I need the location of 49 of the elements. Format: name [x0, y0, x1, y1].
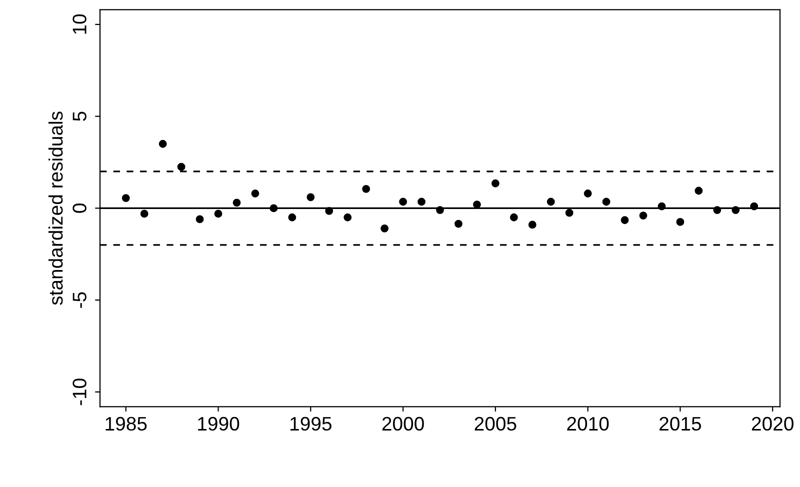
- point: [122, 194, 130, 202]
- y-axis-title: standardized residuals: [48, 112, 63, 305]
- y-tick-label: 0: [72, 204, 86, 213]
- point: [639, 212, 648, 220]
- point: [232, 198, 241, 207]
- point: [288, 213, 296, 222]
- x-tick-label: 2000: [382, 416, 424, 431]
- x-tick-label: 2010: [567, 416, 609, 431]
- point: [362, 184, 370, 193]
- point: [732, 206, 740, 214]
- point: [454, 220, 462, 228]
- point: [676, 218, 684, 226]
- point: [344, 213, 352, 222]
- x-tick-label: 2015: [660, 416, 702, 431]
- y-tick-label: 10: [72, 14, 86, 34]
- y-tick-label: 5: [72, 112, 86, 121]
- x-tick-label: 1985: [106, 416, 147, 431]
- point: [325, 206, 334, 215]
- point: [140, 210, 148, 218]
- point: [510, 213, 518, 222]
- y-tick-label: -10: [72, 378, 86, 406]
- point: [565, 208, 574, 217]
- point: [177, 162, 186, 171]
- x-tick-label: 1990: [198, 416, 240, 431]
- point: [380, 224, 389, 232]
- point: [713, 206, 722, 214]
- point: [584, 190, 592, 198]
- point: [491, 179, 500, 188]
- x-tick-label: 2020: [752, 416, 794, 431]
- x-tick-label: 1995: [290, 416, 332, 431]
- point: [196, 215, 204, 224]
- point: [418, 198, 426, 206]
- point: [658, 202, 666, 210]
- y-tick-label: -5: [72, 292, 86, 308]
- point: [251, 190, 260, 198]
- point: [270, 204, 278, 212]
- point: [546, 198, 555, 206]
- point: [694, 186, 703, 195]
- point: [306, 193, 315, 202]
- point: [214, 210, 222, 218]
- x-tick-label: 2005: [474, 416, 516, 431]
- point: [436, 206, 444, 214]
- point: [473, 200, 481, 208]
- point: [528, 220, 536, 229]
- point: [158, 140, 167, 148]
- point: [399, 198, 407, 206]
- point: [750, 202, 758, 210]
- point: [620, 216, 629, 224]
- point: [602, 198, 610, 206]
